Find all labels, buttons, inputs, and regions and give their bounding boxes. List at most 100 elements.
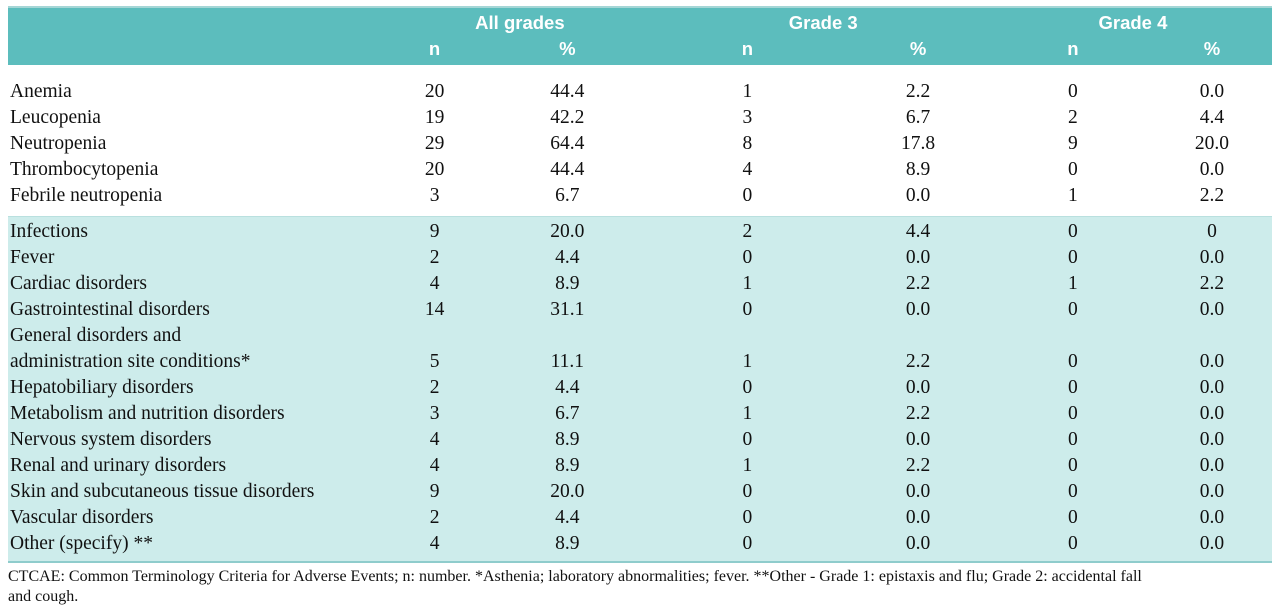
cell-value: 0 [1151,216,1272,245]
cell-value: 64.4 [550,133,585,154]
cell-value: 0 [1068,247,1078,268]
header-empty-cell [8,36,388,65]
row-label: Metabolism and nutrition disorders [10,403,285,424]
cell-value: 0 [742,247,753,268]
cell-value: 6.7 [555,185,580,206]
cell-value: 44.4 [550,81,585,102]
table-row: Hepatobiliary disorders 2 4.4 0 0.0 0 0.0 [8,375,1272,401]
table-row: Other (specify) ** 4 8.9 0 0.0 0 0.0 [8,531,1272,563]
cell-value: 0.0 [1199,429,1225,450]
header-n: n [993,36,1152,65]
cell-value: 0.0 [1151,531,1272,563]
row-label: Hepatobiliary disorders [10,377,194,398]
cell-value: 20.0 [550,481,585,502]
cell-value: 0 [742,481,753,502]
header-percent: % [842,36,994,65]
header-grade-4: Grade 4 [993,6,1272,36]
cell-value: 9 [429,481,440,502]
cell-value: 0 [1068,507,1078,528]
cell-value: 1 [742,351,753,372]
cell-value: 2.2 [1199,185,1225,206]
cell-value: 2.2 [905,351,931,372]
table-row: Vascular disorders 2 4.4 0 0.0 0 0.0 [8,505,1272,531]
row-label: Fever [10,247,55,268]
row-label: Leucopenia [10,107,101,128]
cell-value: 0.0 [1199,403,1225,424]
cell-value: 1 [1068,185,1078,206]
cell-value: 2.2 [905,273,931,294]
cell-value: 6.7 [905,107,931,128]
cell-value: 4.4 [842,216,994,245]
cell-value: 0 [742,299,753,320]
cell-value: 1 [742,403,753,424]
cell-value: 0 [1068,159,1078,180]
header-sub-row: n % n % n % [8,36,1272,65]
adverse-events-table: All grades Grade 3 Grade 4 n % n % n % A… [8,6,1272,563]
cell-value: 0.0 [905,481,931,502]
table-row: Nervous system disorders 4 8.9 0 0.0 0 0.0 [8,427,1272,453]
header-all-grades: All grades [387,6,653,36]
cell-value: 11.1 [550,351,584,372]
cell-value: 20 [424,159,445,180]
row-label-line-1: General disorders and [10,325,182,346]
cell-value: 0.0 [1199,507,1225,528]
cell-value: 0 [993,216,1152,245]
cell-value: 0.0 [1199,299,1225,320]
cell-value: 2.2 [905,81,931,102]
table-row: Fever 2 4.4 0 0.0 0 0.0 [8,245,1272,271]
cell-value: 1 [742,81,753,102]
cell-value: 2.2 [905,403,931,424]
cell-value: 0.0 [1199,81,1225,102]
cell-value: 0.0 [1199,247,1225,268]
table-row: General disorders and administration site… [8,323,1272,375]
header-percent: % [481,36,653,65]
header-grade-3: Grade 3 [652,6,994,36]
row-label: Infections [8,216,388,245]
cell-value: 0.0 [1199,159,1225,180]
header-n: n [387,36,482,65]
row-label: Nervous system disorders [10,429,212,450]
cell-value: 2 [429,377,440,398]
table-row: Skin and subcutaneous tissue disorders 9 2… [8,479,1272,505]
cell-value: 9 [1068,133,1078,154]
cell-value: 4.4 [555,507,580,528]
cell-value: 0 [1068,403,1078,424]
cell-value: 0 [1068,455,1078,476]
cell-value: 0 [1068,351,1078,372]
header-n: n [652,36,843,65]
cell-value: 0.0 [842,531,994,563]
cell-value: 6.7 [555,403,580,424]
cell-value: 8.9 [481,531,653,563]
cell-value: 3 [429,185,440,206]
row-label: Febrile neutropenia [10,185,163,206]
cell-value: 20.0 [1194,133,1229,154]
cell-value: 0 [1068,81,1078,102]
cell-value: 8 [742,133,753,154]
cell-value: 0 [742,507,753,528]
cell-value: 0.0 [905,507,931,528]
cell-value: 42.2 [550,107,585,128]
table-row: Thrombocytopenia 20 44.4 4 8.9 0 0.0 [8,157,1272,183]
cell-value: 9 [387,216,482,245]
cell-value: 4.4 [555,247,580,268]
cell-value: 4 [742,159,753,180]
row-label: General disorders and administration site… [8,323,387,375]
cell-value: 2.2 [905,455,931,476]
header-group-row: All grades Grade 3 Grade 4 [8,6,1272,36]
cell-value: 0.0 [1199,377,1225,398]
cell-value: 0 [1068,377,1078,398]
table-row: Renal and urinary disorders 4 8.9 1 2.2 0 0.0 [8,453,1272,479]
cell-value: 0 [742,185,753,206]
cell-value: 0.0 [905,299,931,320]
cell-value: 4 [387,531,482,563]
cell-value: 3 [429,403,440,424]
cell-value: 8.9 [905,159,931,180]
table-row: Gastrointestinal disorders 14 31.1 0 0.0 0 0.0 [8,297,1272,323]
row-label: Neutropenia [10,133,107,154]
cell-value: 0.0 [1199,455,1225,476]
table-row: Leucopenia 19 42.2 3 6.7 2 4.4 [8,105,1272,131]
cell-value: 5 [429,351,440,372]
cell-value: 8.9 [555,455,580,476]
cell-value: 29 [424,133,445,154]
